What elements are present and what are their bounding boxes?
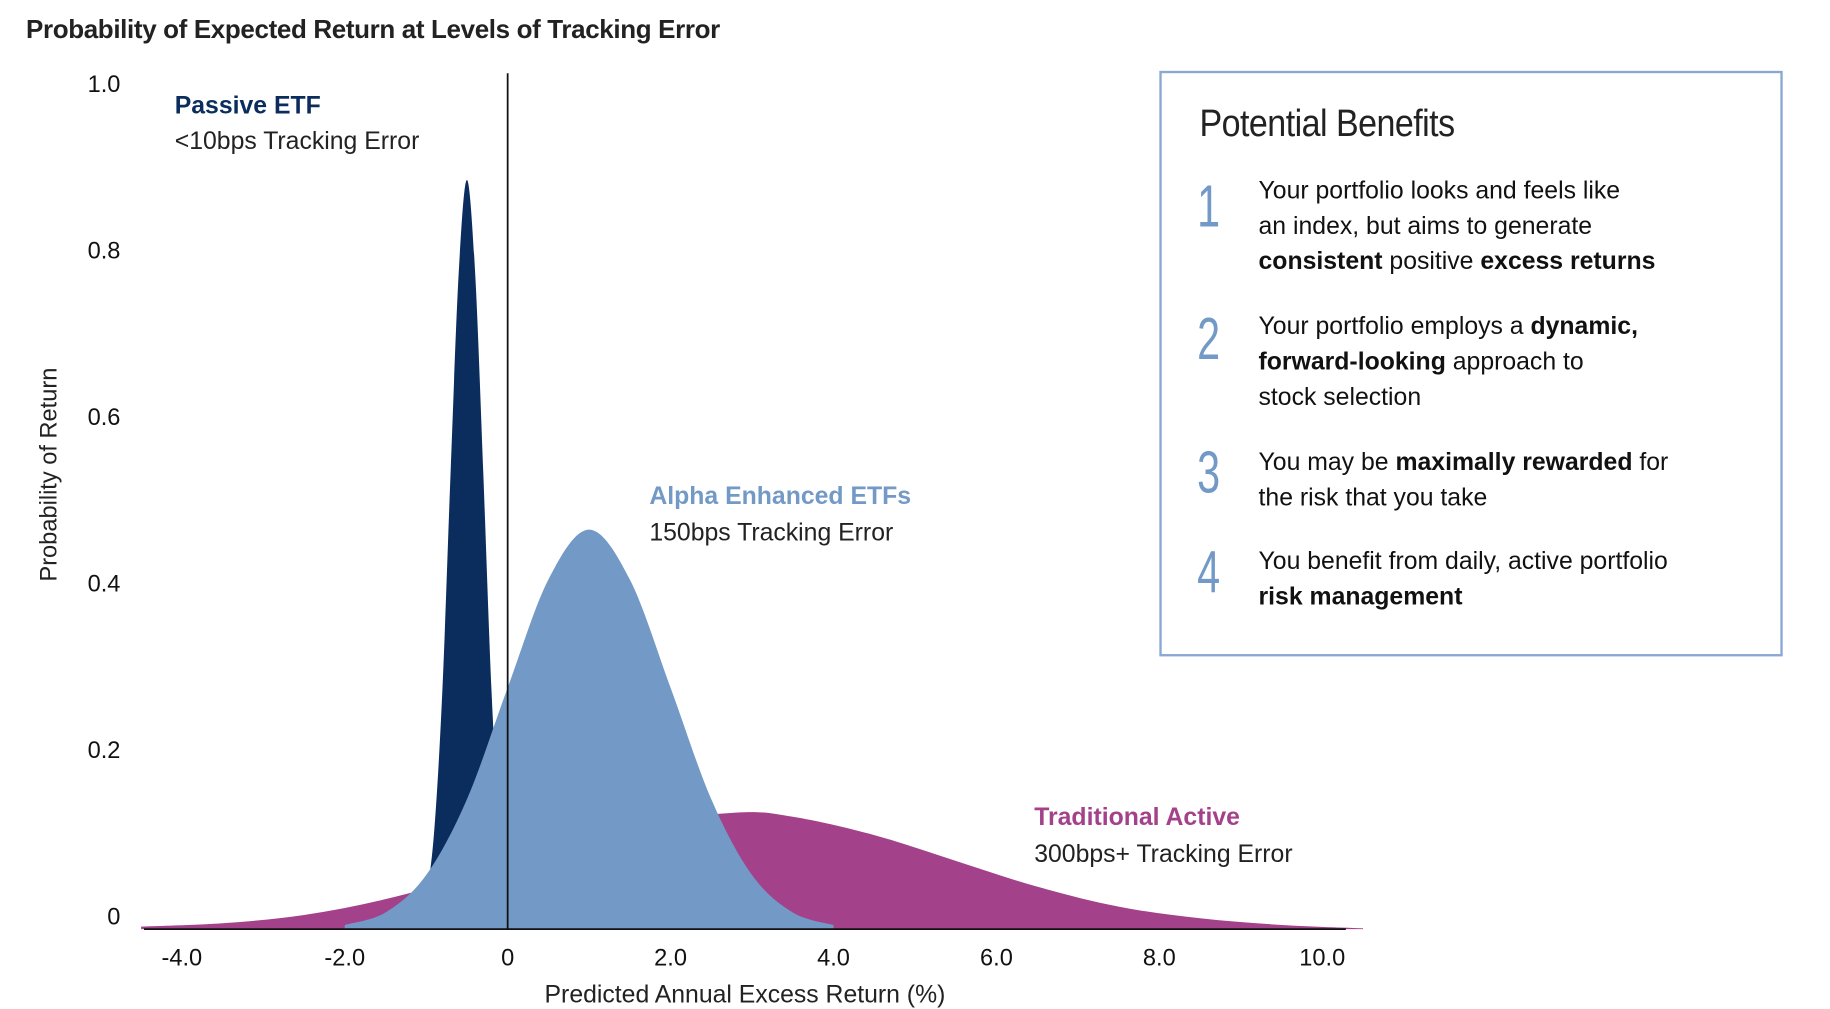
x-tick-label: 10.0 [1299,946,1345,972]
benefit-number: 2 [1197,305,1221,372]
text-segment: approach to [1445,348,1584,376]
benefit-number: 4 [1197,539,1221,606]
y-tick-label: 1.0 [88,72,121,98]
benefit-line: You benefit from daily, active portfolio [1259,544,1668,579]
benefit-line: the risk that you take [1259,481,1669,516]
text-segment: positive [1382,247,1481,276]
text-segment: Your portfolio looks and feels like [1258,177,1621,205]
benefit-number: 3 [1197,439,1221,506]
emphasis-text: risk management [1258,583,1463,611]
benefit-text: Your portfolio looks and feels like an in… [1259,174,1656,280]
benefit-text: You may be maximally rewarded for the ris… [1259,445,1669,516]
emphasis-text: excess returns [1480,247,1656,276]
benefit-line: Your portfolio looks and feels like [1259,174,1656,209]
benefits-box: Potential Benefits 1 Your portfolio looks… [1159,70,1783,657]
benefit-line: stock selection [1259,380,1638,415]
x-tick-label: 2.0 [654,946,687,972]
text-segment: the risk that you take [1258,484,1488,512]
x-tick-label: 4.0 [817,946,850,972]
y-tick-label: 0.8 [88,239,121,265]
benefit-text: Your portfolio employs a dynamic, forward… [1259,309,1638,415]
text-segment: for [1632,448,1669,476]
series-annotation-alpha: 150bps Tracking Error [649,519,894,547]
y-tick-label: 0 [107,904,120,930]
y-tick-label: 0.6 [88,405,121,431]
series-label-alpha: Alpha Enhanced ETFs [649,482,912,511]
benefit-text: You benefit from daily, active portfolio… [1259,544,1668,615]
series-label-traditional: Traditional Active [1034,803,1240,832]
series-annotation-passive: <10bps Tracking Error [174,127,420,155]
text-segment: You benefit from daily, active portfolio [1258,547,1668,575]
alpha-enhanced-etfs-area [344,529,834,930]
x-tick-label: 6.0 [980,946,1013,972]
emphasis-text: consistent [1258,247,1383,276]
benefit-number: 1 [1197,173,1221,240]
x-axis-label: Predicted Annual Excess Return (%) [545,981,946,1008]
text-segment: You may be [1258,448,1396,476]
text-segment: an index, but aims to generate [1258,212,1593,240]
emphasis-text: dynamic, [1530,312,1638,341]
emphasis-text: forward-looking [1258,348,1446,376]
benefits-title: Potential Benefits [1199,101,1455,145]
x-tick-label: -2.0 [324,946,365,972]
benefit-line: You may be maximally rewarded for [1259,445,1669,480]
x-tick-label: 8.0 [1143,946,1176,972]
x-tick-label: -4.0 [161,946,202,972]
benefit-line: consistent positive excess returns [1259,244,1656,279]
benefit-line: risk management [1259,580,1668,615]
emphasis-text: maximally rewarded [1395,448,1633,476]
benefit-line: Your portfolio employs a dynamic, [1259,309,1638,344]
y-axis-label: Probability of Return [37,368,63,582]
chart-title: Probability of Expected Return at Levels… [25,14,720,44]
text-segment: stock selection [1258,383,1422,411]
series-annotation-traditional: 300bps+ Tracking Error [1034,840,1293,868]
y-tick-label: 0.4 [88,571,121,597]
passive-etf-area [409,180,524,930]
benefit-line: forward-looking approach to [1259,345,1638,380]
text-segment: Your portfolio employs a [1258,312,1531,341]
series-label-passive: Passive ETF [174,92,321,120]
x-tick-label: 0 [501,946,514,972]
benefit-line: an index, but aims to generate [1259,209,1656,244]
y-tick-label: 0.2 [88,738,121,764]
